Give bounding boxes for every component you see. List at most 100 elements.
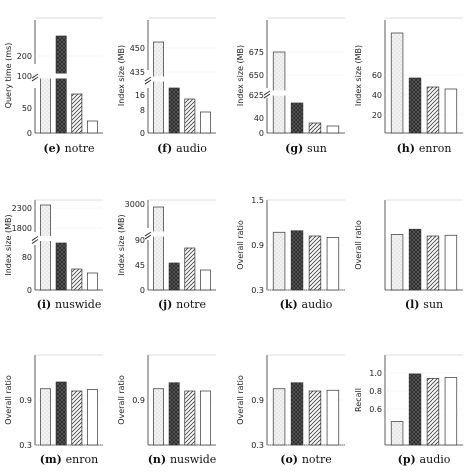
panel-caption: (m) enron — [40, 453, 98, 466]
chart-panel: 0.3 0.9 1.5 Overall ratio (k) audio — [236, 196, 345, 311]
caption-dataset: notre — [65, 142, 95, 155]
bar — [408, 373, 422, 446]
bar — [290, 230, 304, 291]
bar — [308, 235, 322, 291]
panel-caption: (l) sun — [405, 298, 443, 311]
tick-label: 0 — [259, 129, 264, 138]
caption-letter: (i) — [37, 298, 55, 311]
caption-dataset: audio — [420, 453, 451, 466]
bar — [408, 228, 422, 291]
tick-label: 0.8 — [369, 387, 382, 396]
tick-label: 0.9 — [19, 396, 32, 405]
tick-label: 200 — [17, 52, 32, 61]
tick-label: 675 — [249, 48, 264, 57]
bar — [55, 35, 67, 134]
tick-label: 40 — [254, 114, 264, 123]
bar — [71, 390, 83, 446]
tick-label: 0.6 — [369, 405, 382, 414]
panel-caption: (o) notre — [280, 453, 331, 466]
caption-dataset: audio — [176, 142, 207, 155]
bar — [272, 231, 286, 291]
bar — [326, 237, 340, 291]
bar — [40, 77, 51, 134]
bar — [55, 381, 67, 446]
tick-label: 60 — [372, 71, 382, 80]
bar — [444, 234, 458, 291]
bar — [153, 388, 164, 446]
tick-label: 90 — [135, 236, 145, 245]
axis-break-mark — [31, 236, 39, 244]
chart-panel: 435 450 0 8 16 Index size (MB) (f) audio — [117, 17, 216, 155]
caption-letter: (j) — [158, 298, 176, 311]
chart-panel: Overall ratio (l) sun — [354, 199, 463, 311]
y-axis-label: Overall ratio — [117, 375, 126, 425]
caption-dataset: nuswide — [55, 298, 101, 311]
panel-caption: (j) notre — [158, 298, 206, 311]
bar — [408, 77, 422, 134]
bar — [71, 268, 83, 291]
bar — [40, 388, 51, 446]
caption-dataset: nuswide — [170, 453, 216, 466]
caption-letter: (m) — [40, 453, 66, 466]
bar — [168, 87, 180, 134]
caption-letter: (g) — [285, 142, 307, 155]
panel-caption: (h) enron — [397, 142, 452, 155]
tick-label: 435 — [130, 68, 145, 77]
bar-break-gap — [268, 90, 345, 96]
tick-label: 80 — [22, 253, 32, 262]
axis-break-mark — [144, 76, 152, 85]
y-axis-label: Index size (MB) — [117, 45, 126, 106]
panel-caption: (k) audio — [280, 298, 333, 311]
bar — [153, 206, 164, 291]
chart-panel: 0.3 0.9 Overall ratio (m) enron — [4, 354, 103, 466]
chart-panel: 0.6 0.8 1.0 Recall (p) audio — [354, 354, 463, 466]
caption-dataset: sun — [423, 298, 443, 311]
bar-break-gap — [36, 236, 103, 241]
bar — [87, 272, 98, 291]
panel-caption: (g) sun — [285, 142, 327, 155]
tick-label: 1800 — [12, 224, 32, 233]
caption-letter: (e) — [43, 142, 64, 155]
bar — [200, 269, 211, 291]
y-axis-label: Index size (MB) — [117, 214, 126, 275]
bar — [71, 93, 83, 134]
bar — [87, 389, 98, 446]
caption-letter: (n) — [148, 453, 170, 466]
bar — [168, 262, 180, 291]
y-axis-label: Overall ratio — [354, 220, 363, 270]
tick-label: 0 — [140, 286, 145, 295]
bar — [40, 204, 51, 291]
panel-caption: (p) audio — [398, 453, 451, 466]
chart-panel: 0.3 0.9 Overall ratio (o) notre — [236, 354, 345, 466]
tick-label: 16 — [135, 91, 145, 100]
bar — [444, 377, 458, 446]
bar — [426, 235, 440, 291]
caption-dataset: enron — [419, 142, 452, 155]
bar — [308, 390, 322, 446]
chart-panel: 625 650 675 0 40 Index size (MB) (g) sun — [236, 17, 345, 155]
tick-label: 0 — [140, 129, 145, 138]
tick-label: 0.9 — [251, 241, 264, 250]
y-axis-label: Overall ratio — [236, 220, 245, 270]
y-axis-label: Index size (MB) — [236, 45, 245, 106]
bar — [390, 32, 404, 134]
caption-letter: (f) — [157, 142, 176, 155]
axis-break-mark — [31, 73, 39, 82]
y-axis-label: Overall ratio — [236, 375, 245, 425]
tick-label: 45 — [135, 261, 145, 270]
axis-break-mark — [144, 231, 152, 240]
tick-label: 0.3 — [251, 441, 264, 450]
tick-label: 0.9 — [251, 396, 264, 405]
bar — [390, 421, 404, 446]
tick-label: 3000 — [125, 200, 145, 209]
bar — [272, 388, 286, 446]
bar — [308, 122, 322, 134]
tick-label: 2300 — [12, 204, 32, 213]
bar — [153, 41, 164, 134]
bar — [444, 88, 458, 134]
tick-label: 100 — [17, 72, 32, 81]
caption-letter: (p) — [398, 453, 420, 466]
bar-break-gap — [149, 231, 216, 237]
tick-label: 20 — [372, 111, 382, 120]
